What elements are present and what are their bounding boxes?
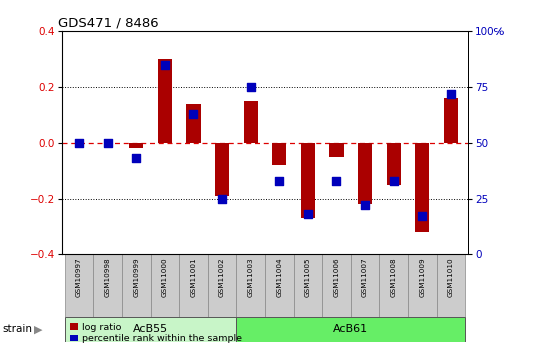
Text: GSM11008: GSM11008 (391, 257, 397, 297)
Bar (244, 101, 258, 143)
Bar (236, 254, 265, 317)
Bar (151, 254, 179, 317)
Point (303, 211, 312, 217)
Text: ▶: ▶ (34, 324, 43, 334)
Point (218, 196, 226, 201)
Bar (386, 143, 401, 185)
Text: GSM11004: GSM11004 (277, 257, 282, 297)
Bar (358, 143, 372, 204)
Bar (322, 254, 351, 317)
Bar (186, 104, 201, 143)
Text: GSM11001: GSM11001 (190, 257, 196, 297)
Point (132, 156, 140, 161)
Text: GSM11000: GSM11000 (162, 257, 168, 297)
Legend: log ratio, percentile rank within the sample: log ratio, percentile rank within the sa… (67, 319, 245, 345)
Bar (158, 59, 172, 143)
Point (103, 140, 112, 146)
Point (246, 84, 255, 90)
Bar (294, 254, 322, 317)
Point (390, 178, 398, 184)
Text: GSM10999: GSM10999 (133, 257, 139, 297)
Text: GSM10997: GSM10997 (76, 257, 82, 297)
Bar (65, 254, 93, 317)
Bar (272, 143, 286, 165)
Bar (379, 254, 408, 317)
Point (189, 111, 198, 117)
Text: AcB61: AcB61 (333, 324, 369, 334)
Bar (265, 254, 294, 317)
Bar (208, 254, 236, 317)
Bar (215, 143, 229, 196)
Bar (93, 254, 122, 317)
Text: GSM11005: GSM11005 (305, 257, 311, 297)
Text: GSM11009: GSM11009 (419, 257, 426, 297)
Point (275, 178, 284, 184)
Text: GDS471 / 8486: GDS471 / 8486 (58, 17, 158, 30)
Point (361, 203, 370, 208)
Point (332, 178, 341, 184)
Text: GSM11007: GSM11007 (362, 257, 368, 297)
Point (418, 214, 427, 219)
Bar (437, 254, 465, 317)
Bar (122, 254, 151, 317)
Bar (444, 98, 458, 143)
Text: strain: strain (3, 324, 33, 334)
Point (75, 140, 83, 146)
Text: GSM11006: GSM11006 (334, 257, 339, 297)
Bar (415, 143, 429, 232)
Text: GSM11010: GSM11010 (448, 257, 454, 297)
Bar (236, 317, 465, 342)
Bar (351, 254, 379, 317)
Bar (329, 143, 344, 157)
Point (447, 91, 455, 96)
Text: GSM11003: GSM11003 (247, 257, 253, 297)
Bar (129, 143, 144, 148)
Bar (408, 254, 437, 317)
Point (160, 62, 169, 67)
Bar (179, 254, 208, 317)
Text: AcB55: AcB55 (133, 324, 168, 334)
Text: GSM11002: GSM11002 (219, 257, 225, 297)
Bar (301, 143, 315, 218)
Bar (65, 317, 236, 342)
Text: GSM10998: GSM10998 (104, 257, 111, 297)
